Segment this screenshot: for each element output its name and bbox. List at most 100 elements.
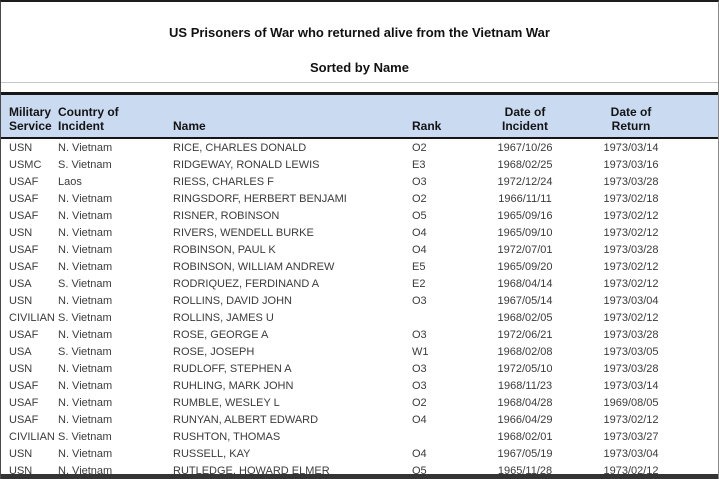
cell-name: RINGSDORF, HERBERT BENJAMI [173,192,347,205]
cell-country-of-incident: Laos [58,175,82,188]
cell-name: RODRIQUEZ, FERDINAND A [173,277,320,290]
cell-rank [404,309,471,326]
cell-spacer [683,292,718,309]
table-header: Military Service Country of Incident Nam… [1,93,718,139]
cell-rank: O2 [412,192,427,205]
table-row: USAF N. Vietnam RUNYAN, ALBERT EDWARD O4… [1,411,718,428]
cell-spacer [683,309,718,326]
cell-military-service: USAF [9,379,39,392]
cell-name: ROBINSON, PAUL K [173,243,276,256]
cell-country-of-incident: N. Vietnam [58,379,113,392]
cell-military-service: USN [9,447,33,460]
cell-military-service: USAF [9,260,39,273]
cell-name: RISNER, ROBINSON [173,209,280,222]
cell-spacer [683,207,718,224]
cell-rank [404,428,471,445]
cell-name: RUNYAN, ALBERT EDWARD [173,413,319,426]
cell-country-of-incident: N. Vietnam [58,464,113,477]
table-row: USN N. Vietnam RUTLEDGE, HOWARD ELMER O5… [1,462,718,479]
cell-name: RUSSELL, KAY [173,447,251,460]
cell-military-service: USN [9,464,33,477]
cell-spacer [683,138,718,156]
table-row: USN N. Vietnam ROLLINS, DAVID JOHN O3 19… [1,292,718,309]
cell-date-of-incident: 1972/12/24 [497,175,553,188]
cell-spacer [683,173,718,190]
cell-rank: O4 [412,243,427,256]
cell-military-service: CIVILIAN [9,311,55,324]
cell-rank: O5 [412,209,427,222]
cell-name: RUSHTON, THOMAS [173,430,281,443]
cell-rank: O3 [412,328,427,341]
cell-date-of-return: 1973/03/28 [603,175,659,188]
cell-date-of-incident: 1968/02/01 [497,430,553,443]
cell-rank: O3 [412,379,427,392]
cell-spacer [683,377,718,394]
cell-rank: E2 [412,277,426,290]
cell-date-of-incident: 1965/09/20 [497,260,553,273]
cell-country-of-incident: N. Vietnam [58,413,113,426]
cell-rank: O3 [412,294,427,307]
cell-spacer [683,343,718,360]
cell-date-of-return: 1973/02/12 [603,311,659,324]
cell-country-of-incident: N. Vietnam [58,447,113,460]
cell-rank: O2 [412,396,427,409]
table-header-row: Military Service Country of Incident Nam… [1,93,718,139]
cell-date-of-incident: 1968/11/23 [497,379,553,392]
column-header-country-of-incident: Country of Incident [58,105,119,133]
cell-country-of-incident: N. Vietnam [58,209,113,222]
column-header-spacer [683,94,718,139]
cell-date-of-incident: 1968/04/14 [497,277,553,290]
cell-date-of-return: 1973/02/12 [603,277,659,290]
cell-rank: O3 [412,362,427,375]
cell-military-service: USA [9,277,32,290]
cell-name: RICE, CHARLES DONALD [173,141,307,154]
cell-date-of-incident: 1965/11/28 [497,464,553,477]
table-row: USMC S. Vietnam RIDGEWAY, RONALD LEWIS E… [1,156,718,173]
table-row: USA S. Vietnam ROSE, JOSEPH W1 1968/02/0… [1,343,718,360]
cell-country-of-incident: S. Vietnam [58,345,112,358]
cell-name: RUMBLE, WESLEY L [173,396,280,409]
cell-rank: O4 [412,413,427,426]
cell-date-of-incident: 1968/02/08 [497,345,553,358]
cell-date-of-incident: 1966/04/29 [497,413,553,426]
cell-date-of-incident: 1967/05/14 [497,294,553,307]
table-row: USAF N. Vietnam ROBINSON, PAUL K O4 1972… [1,241,718,258]
cell-date-of-return: 1973/03/28 [603,362,659,375]
cell-name: RUHLING, MARK JOHN [173,379,294,392]
cell-date-of-return: 1973/02/12 [603,209,659,222]
cell-date-of-incident: 1967/10/26 [497,141,553,154]
cell-date-of-return: 1973/03/04 [603,294,659,307]
cell-name: ROLLINS, DAVID JOHN [173,294,292,307]
cell-date-of-incident: 1965/09/10 [497,226,553,239]
cell-date-of-incident: 1965/09/16 [497,209,553,222]
column-header-date-of-return: Date of Return [610,105,652,133]
cell-spacer [683,394,718,411]
cell-name: ROSE, JOSEPH [173,345,255,358]
cell-military-service: USAF [9,413,39,426]
cell-country-of-incident: N. Vietnam [58,328,113,341]
cell-spacer [683,156,718,173]
cell-military-service: USN [9,294,33,307]
table-row: USAF N. Vietnam ROBINSON, WILLIAM ANDREW… [1,258,718,275]
next-page-header-edge [1,474,718,479]
cell-country-of-incident: S. Vietnam [58,277,112,290]
cell-date-of-return: 1973/03/28 [603,328,659,341]
cell-military-service: USN [9,226,33,239]
cell-spacer [683,411,718,428]
cell-date-of-return: 1973/03/27 [603,430,659,443]
table-body: USN N. Vietnam RICE, CHARLES DONALD O2 1… [1,138,718,479]
table-row: USN N. Vietnam RIVERS, WENDELL BURKE O4 … [1,224,718,241]
cell-date-of-incident: 1972/07/01 [497,243,553,256]
page-subtitle: Sorted by Name [310,60,409,75]
cell-date-of-return: 1973/02/12 [603,413,659,426]
cell-rank: E3 [412,158,426,171]
cell-date-of-return: 1973/03/04 [603,447,659,460]
column-header-date-of-incident: Date of Incident [501,105,548,133]
cell-rank: O4 [412,447,427,460]
cell-country-of-incident: S. Vietnam [58,311,112,324]
cell-military-service: USAF [9,175,39,188]
cell-date-of-incident: 1968/02/25 [497,158,553,171]
report-header: US Prisoners of War who returned alive f… [1,2,718,83]
pow-table: Military Service Country of Incident Nam… [1,92,718,479]
